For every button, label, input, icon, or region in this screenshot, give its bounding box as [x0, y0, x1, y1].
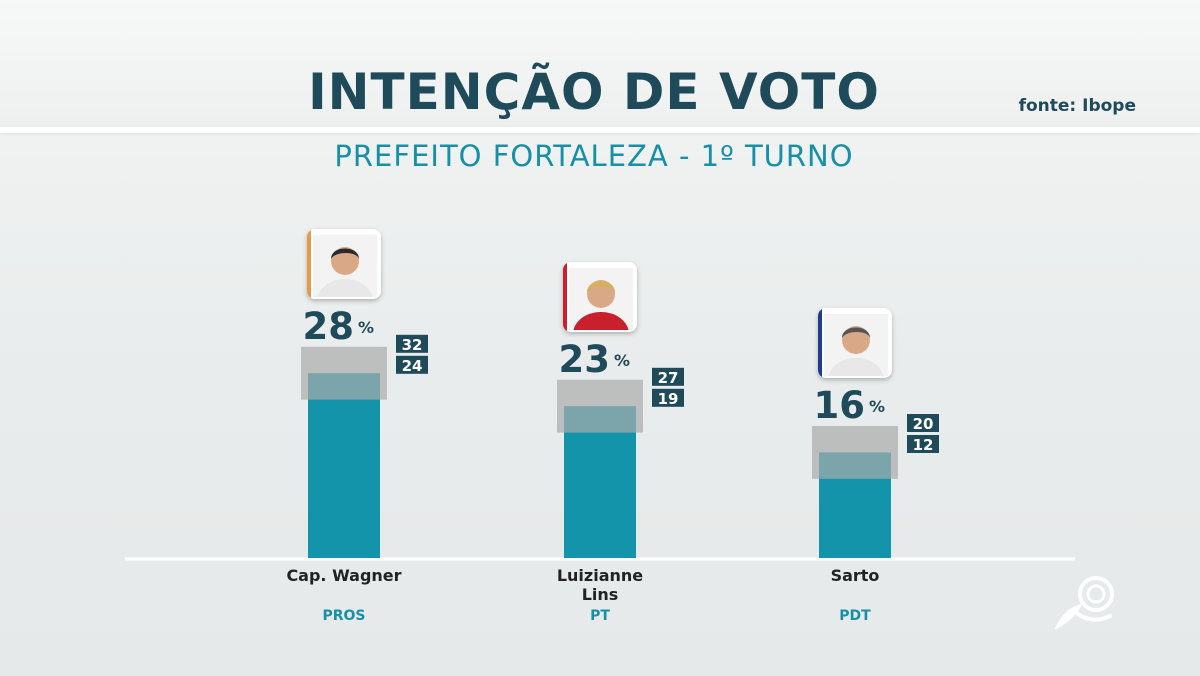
category-label-2-0: Sarto	[831, 566, 880, 585]
broadcaster-logo-icon	[1054, 576, 1114, 630]
value-label-0: 28	[303, 305, 355, 348]
candidate-photo-icon	[824, 314, 888, 376]
upper-box-0	[396, 334, 428, 353]
candidate-photo-0	[307, 228, 381, 299]
candidate-photo-1	[563, 261, 637, 332]
lower-box-1	[652, 388, 684, 407]
candidate-photo-2	[818, 308, 892, 378]
lower-label-2: 12	[913, 436, 934, 454]
candidate-photo-icon	[569, 267, 633, 330]
value-label-1: 23	[559, 338, 611, 381]
bar-0	[308, 373, 380, 558]
party-accent-1	[563, 261, 567, 332]
party-label-1: PT	[590, 608, 610, 624]
interval-band-2	[812, 426, 898, 479]
upper-label-1: 27	[658, 369, 679, 387]
value-label-2: 16	[814, 384, 866, 427]
party-accent-2	[818, 308, 822, 378]
upper-label-2: 20	[913, 415, 934, 433]
category-label-1-1: Lins	[582, 585, 619, 604]
lower-label-1: 19	[658, 390, 679, 408]
upper-box-2	[907, 414, 939, 432]
interval-band-0	[301, 346, 387, 400]
percent-sign-2: %	[869, 397, 885, 416]
lower-box-0	[396, 355, 428, 374]
lower-box-2	[907, 435, 939, 453]
candidate-photo-icon	[313, 234, 377, 297]
chart-title: INTENÇÃO DE VOTO	[308, 63, 880, 121]
category-label-0-0: Cap. Wagner	[286, 566, 401, 585]
party-accent-0	[307, 228, 311, 299]
category-label-1-0: Luizianne	[557, 566, 643, 585]
chart-subtitle: PREFEITO FORTALEZA - 1º TURNO	[334, 139, 854, 173]
percent-sign-1: %	[614, 351, 630, 370]
header-divider	[0, 127, 1200, 133]
source-label: fonte: Ibope	[1018, 96, 1136, 116]
interval-band-1	[557, 379, 643, 433]
lower-label-0: 24	[402, 357, 423, 375]
party-label-0: PROS	[322, 608, 365, 624]
upper-label-0: 32	[402, 336, 423, 354]
party-label-2: PDT	[839, 608, 871, 624]
upper-box-1	[652, 367, 684, 386]
header-band	[0, 0, 1200, 128]
percent-sign-0: %	[358, 318, 374, 337]
